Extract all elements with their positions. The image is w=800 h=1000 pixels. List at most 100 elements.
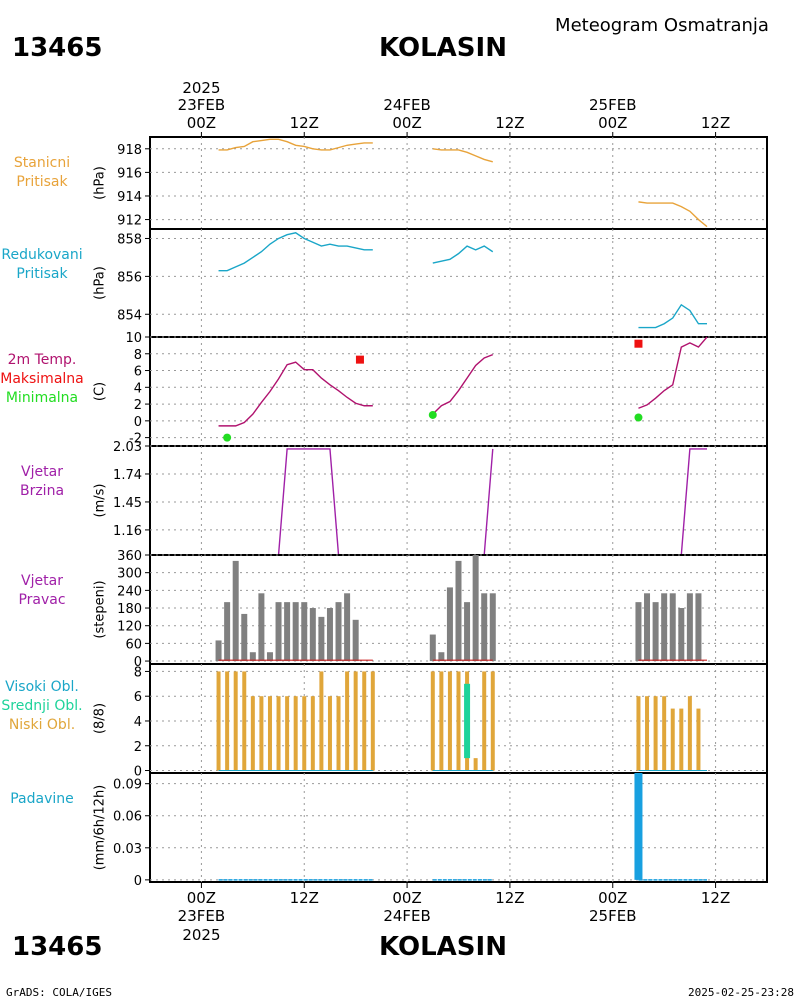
cloud_cover-low-bar-0-13 [327,696,332,771]
cloud_cover-mid-bar [464,683,471,759]
panel-wind_direction: 0 60 120 180 240 300 360 (stepeni) Vjetar Pravac [18,549,768,670]
credit-text: GrADS: COLA/IGES [6,986,112,999]
cloud_cover-low-bar-0-15 [345,671,350,771]
wind_direction-bar-0-16 [352,619,359,662]
cloud_cover-label-1: Srednji Obl. [1,698,82,714]
wind_speed-ytick-label-1: 1.45 [113,496,142,511]
temperature-max-point-0 [355,355,364,364]
wind_direction-bar-2-6 [686,593,693,662]
station_pressure-label-1: Pritisak [16,174,68,190]
wind_direction-bar-0-11 [309,608,316,662]
cloud_cover-ytick-label-0: 0 [134,765,142,780]
precipitation-ylabel: (mm/6h/12h) [93,785,108,871]
temperature-min-point-0 [223,433,232,442]
temperature-max-point-1 [634,339,643,348]
wind_direction-label-1: Pravac [18,592,65,608]
cloud_cover-low-bar-0-14 [336,696,341,771]
wind_direction-bar-2-7 [695,593,702,662]
station_pressure-series-2 [638,201,708,228]
wind_direction-bar-1-4 [464,602,471,662]
cloud_cover-low-bar-0-1 [225,671,230,771]
cloud_cover-low-bar-0-16 [353,671,358,771]
bottom-date-label-2: 24FEB [383,907,430,925]
station_pressure-label-0: Stanicni [14,155,70,171]
wind_direction-ytick-label-1: 60 [125,637,142,652]
bottom-time-label-3: 12Z [495,889,524,907]
cloud_cover-low-bar-1-7 [490,671,495,771]
wind_speed-ytick-label-3: 2.03 [113,440,142,455]
wind_direction-bar-2-5 [678,608,685,662]
temperature-label-1: Maksimalna [0,371,84,387]
cloud_cover-low-bar-1-5 [473,758,478,771]
wind_direction-bar-0-8 [284,602,291,662]
cloud_cover-ytick-label-2: 4 [134,715,142,730]
cloud_cover-low-bar-0-18 [370,671,375,771]
top-time-label-5: 12Z [701,114,730,132]
top-year-label: 2025 [182,79,220,97]
cloud_cover-low-bar-2-7 [696,708,701,771]
reduced_pressure-ytick-label-1: 856 [117,270,142,285]
wind_direction-bar-0-13 [326,608,333,662]
wind_direction-ytick-label-0: 0 [134,655,142,670]
cloud_cover-low-bar-2-1 [645,696,650,771]
top-time-label-3: 12Z [495,114,524,132]
cloud_cover-low-bar-1-2 [447,671,452,771]
wind_direction-ytick-label-2: 120 [117,620,142,635]
precipitation-bar-0 [634,773,643,880]
cloud_cover-low-bar-2-4 [670,708,675,771]
wind_direction-bar-0-5 [258,593,265,662]
station_pressure-ytick-label-0: 912 [117,214,142,229]
station-name-bottom: KOLASIN [379,932,507,962]
bottom-time-label-2: 00Z [392,889,421,907]
temperature-ytick-label-2: 2 [134,398,142,413]
wind_direction-bar-2-2 [652,602,659,662]
wind_direction-bar-1-5 [472,555,479,662]
wind_direction-bar-0-10 [301,602,308,662]
wind_speed-label-1: Brzina [20,483,64,499]
temperature-label-0: 2m Temp. [8,352,77,368]
temperature-ytick-label-1: 0 [134,415,142,430]
bottom-time-label-4: 00Z [598,889,627,907]
bottom-year-label: 2025 [182,926,220,944]
wind_speed-frame [149,445,768,556]
cloud_cover-low-bar-0-5 [259,696,264,771]
wind_direction-bar-0-15 [344,593,351,662]
cloud_cover-low-bar-1-1 [439,671,444,771]
wind_direction-bar-0-14 [335,602,342,662]
bottom-date-label-4: 25FEB [589,907,636,925]
cloud_cover-low-bar-0-7 [276,696,281,771]
temperature-ytick-label-6: 10 [125,331,142,346]
wind_speed-label-0: Vjetar [21,464,63,480]
top-date-label-0: 23FEB [178,96,225,114]
cloud_cover-low-bar-0-10 [302,696,307,771]
bottom-time-label-1: 12Z [290,889,319,907]
cloud_cover-low-bar-2-0 [636,696,641,771]
precipitation-ytick-label-0: 0 [134,874,142,889]
reduced_pressure-series-0 [218,232,373,272]
cloud_cover-ytick-label-1: 2 [134,740,142,755]
reduced_pressure-series-2 [638,303,708,329]
cloud_cover-ylabel: (8/8) [93,703,108,734]
cloud_cover-ytick-label-4: 8 [134,665,142,680]
cloud_cover-label-2: Niski Obl. [9,717,75,733]
station-id-top: 13465 [12,33,102,63]
reduced_pressure-label-0: Redukovani [1,247,82,263]
wind_direction-bar-0-12 [318,616,325,662]
cloud_cover-low-bar-0-3 [242,671,247,771]
top-time-label-2: 00Z [392,114,421,132]
panel-cloud_cover: 0 2 4 6 8 (8/8) Visoki Obl. Srednji Obl. Niski O… [1,663,768,780]
top-time-label-4: 00Z [598,114,627,132]
wind_direction-ytick-label-5: 300 [117,567,142,582]
wind_direction-bar-1-0 [429,634,436,662]
station_pressure-ytick-label-3: 918 [117,143,142,158]
precipitation-label-0: Padavine [10,791,74,807]
cloud_cover-low-bar-1-3 [456,671,461,771]
precipitation-ytick-label-2: 0.06 [113,810,142,825]
reduced_pressure-ytick-label-0: 854 [117,308,142,323]
temperature-ylabel: (C) [93,382,108,401]
wind_direction-bar-0-0 [215,640,222,662]
cloud_cover-low-bar-0-8 [285,696,290,771]
